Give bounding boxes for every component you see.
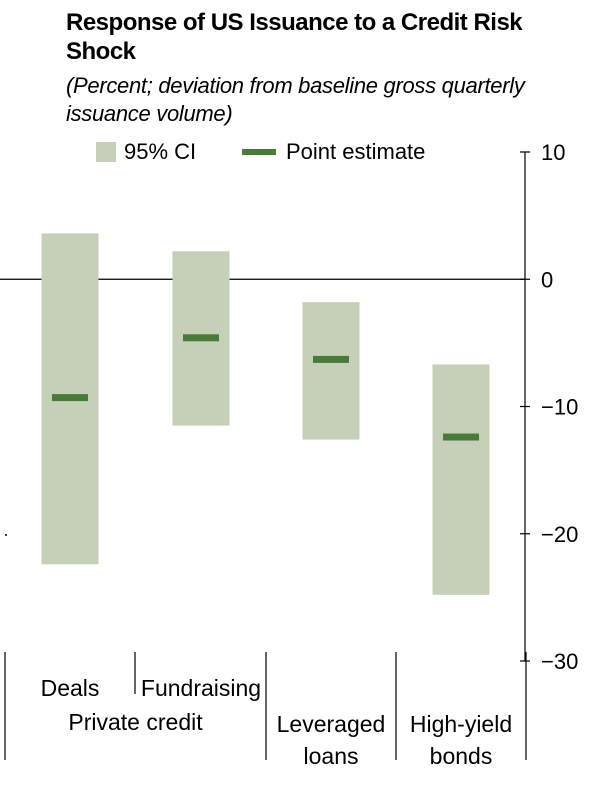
- category-label: Deals: [41, 675, 100, 701]
- legend-item-ci: 95% CI: [96, 138, 196, 166]
- legend-ci-swatch: [96, 142, 116, 162]
- group-label: Private credit: [68, 709, 203, 735]
- ci-bar: [432, 364, 490, 595]
- y-tick-label: 0: [541, 267, 553, 292]
- chart-subtitle: (Percent; deviation from baseline gross …: [66, 73, 525, 126]
- category-label: Fundraising: [141, 675, 261, 701]
- chart-title: Response of US Issuance to a Credit Risk…: [66, 9, 523, 65]
- y-tick-label: −20: [541, 522, 578, 547]
- point-estimate: [183, 334, 219, 342]
- point-estimate: [443, 433, 479, 441]
- left-edge-mark: [5, 534, 7, 536]
- point-estimate: [52, 394, 88, 402]
- legend-ci-label: 95% CI: [124, 139, 197, 164]
- legend-item-point: Point estimate: [242, 138, 425, 166]
- y-tick-label: −30: [541, 649, 578, 674]
- category-label: Leveraged loans: [277, 711, 386, 769]
- legend-point-label: Point estimate: [286, 139, 426, 164]
- category-label: High-yield bonds: [410, 711, 512, 769]
- legend-point-swatch: [242, 149, 276, 155]
- y-tick-label: 10: [541, 140, 565, 165]
- ci-bar: [302, 302, 360, 440]
- point-estimate: [313, 355, 349, 363]
- y-tick-label: −10: [541, 395, 578, 420]
